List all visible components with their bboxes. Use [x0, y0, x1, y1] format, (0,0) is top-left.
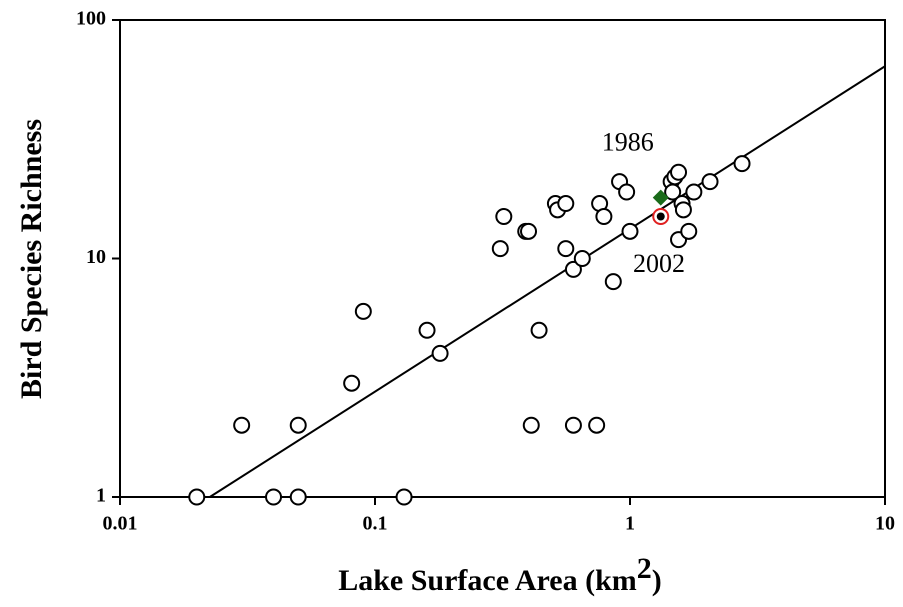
point	[557, 240, 575, 258]
x-axis-label-sup: 2	[637, 552, 652, 585]
point	[652, 189, 669, 206]
point	[495, 208, 513, 226]
point	[701, 173, 719, 191]
x-axis-label: Lake Surface Area (km2)	[338, 552, 662, 597]
point	[588, 416, 606, 434]
point	[522, 416, 540, 434]
point	[289, 488, 307, 506]
point	[520, 222, 538, 240]
point	[233, 416, 251, 434]
point	[491, 240, 509, 258]
point	[418, 321, 436, 339]
point	[573, 250, 591, 267]
annotation: 1986	[602, 128, 654, 157]
x-tick-label: 0.1	[363, 513, 388, 535]
point	[604, 273, 622, 291]
point	[685, 183, 703, 201]
point	[395, 488, 413, 506]
fit-line	[209, 65, 886, 498]
point	[664, 183, 682, 201]
point	[564, 260, 582, 278]
point	[670, 163, 688, 181]
point	[595, 208, 613, 226]
y-tick-label: 100	[76, 8, 106, 30]
point	[674, 201, 692, 219]
annotation: 2002	[633, 249, 685, 278]
x-tick-label: 1	[625, 513, 635, 535]
x-axis-label-end: )	[652, 564, 662, 597]
point	[530, 321, 548, 339]
point	[564, 416, 582, 434]
point	[621, 222, 639, 240]
x-tick-label: 0.01	[103, 513, 138, 535]
point	[557, 195, 575, 213]
point	[289, 416, 307, 434]
point	[618, 183, 636, 201]
point	[188, 488, 206, 506]
x-tick-label: 10	[875, 513, 895, 535]
point	[354, 302, 372, 320]
point-dot	[656, 212, 665, 221]
point	[265, 488, 283, 506]
y-tick-label: 10	[86, 246, 106, 268]
point	[680, 222, 698, 240]
x-axis-label-main: Lake Surface Area (km	[338, 564, 637, 597]
y-axis-label: Bird Species Richness	[15, 119, 48, 399]
point	[343, 374, 361, 392]
point	[431, 344, 449, 362]
point	[733, 155, 751, 173]
y-tick-label: 1	[96, 485, 106, 507]
